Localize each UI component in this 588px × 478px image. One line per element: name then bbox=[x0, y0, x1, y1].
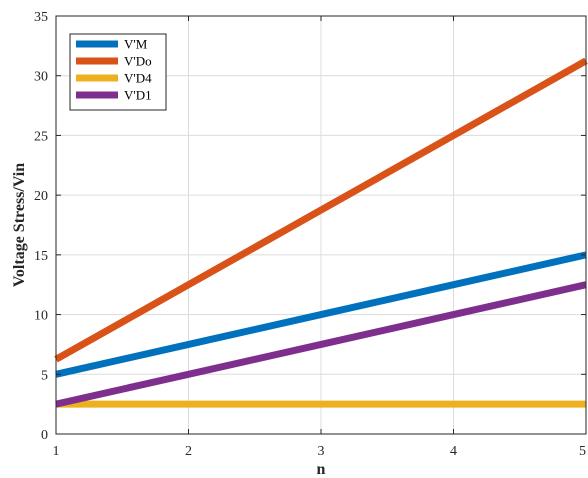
legend-label: V'M bbox=[124, 37, 148, 52]
y-axis-title: Voltage Stress/Vin bbox=[11, 163, 28, 287]
y-tick-label: 0 bbox=[41, 428, 48, 443]
y-tick-label: 15 bbox=[34, 249, 48, 264]
legend-label: V'Do bbox=[124, 54, 152, 69]
legend: V'M V'Do V'D4 V'D1 bbox=[69, 33, 167, 111]
x-tick-labels: 1 2 3 4 5 bbox=[53, 444, 587, 459]
y-tick-label: 5 bbox=[41, 368, 48, 383]
x-tick-label: 1 bbox=[53, 444, 60, 459]
x-tick-label: 3 bbox=[318, 444, 325, 459]
series-lines bbox=[54, 57, 588, 408]
legend-label: V'D1 bbox=[124, 88, 152, 103]
y-tick-label: 30 bbox=[34, 70, 48, 85]
axis-ticks bbox=[55, 15, 587, 435]
series-line bbox=[54, 57, 588, 363]
x-axis-title: n bbox=[317, 461, 326, 478]
x-tick-label: 4 bbox=[450, 444, 457, 459]
series-line bbox=[55, 281, 587, 408]
x-tick-label: 5 bbox=[579, 444, 586, 459]
series-line bbox=[55, 251, 587, 378]
y-tick-label: 10 bbox=[34, 309, 48, 324]
y-tick-label: 25 bbox=[34, 129, 48, 144]
y-tick-labels: 0 5 10 15 20 25 30 35 bbox=[34, 10, 48, 443]
y-tick-label: 20 bbox=[34, 189, 48, 204]
y-tick-label: 35 bbox=[34, 10, 48, 25]
legend-label: V'D4 bbox=[124, 71, 152, 86]
x-tick-label: 2 bbox=[185, 444, 192, 459]
grid-lines bbox=[55, 15, 587, 435]
